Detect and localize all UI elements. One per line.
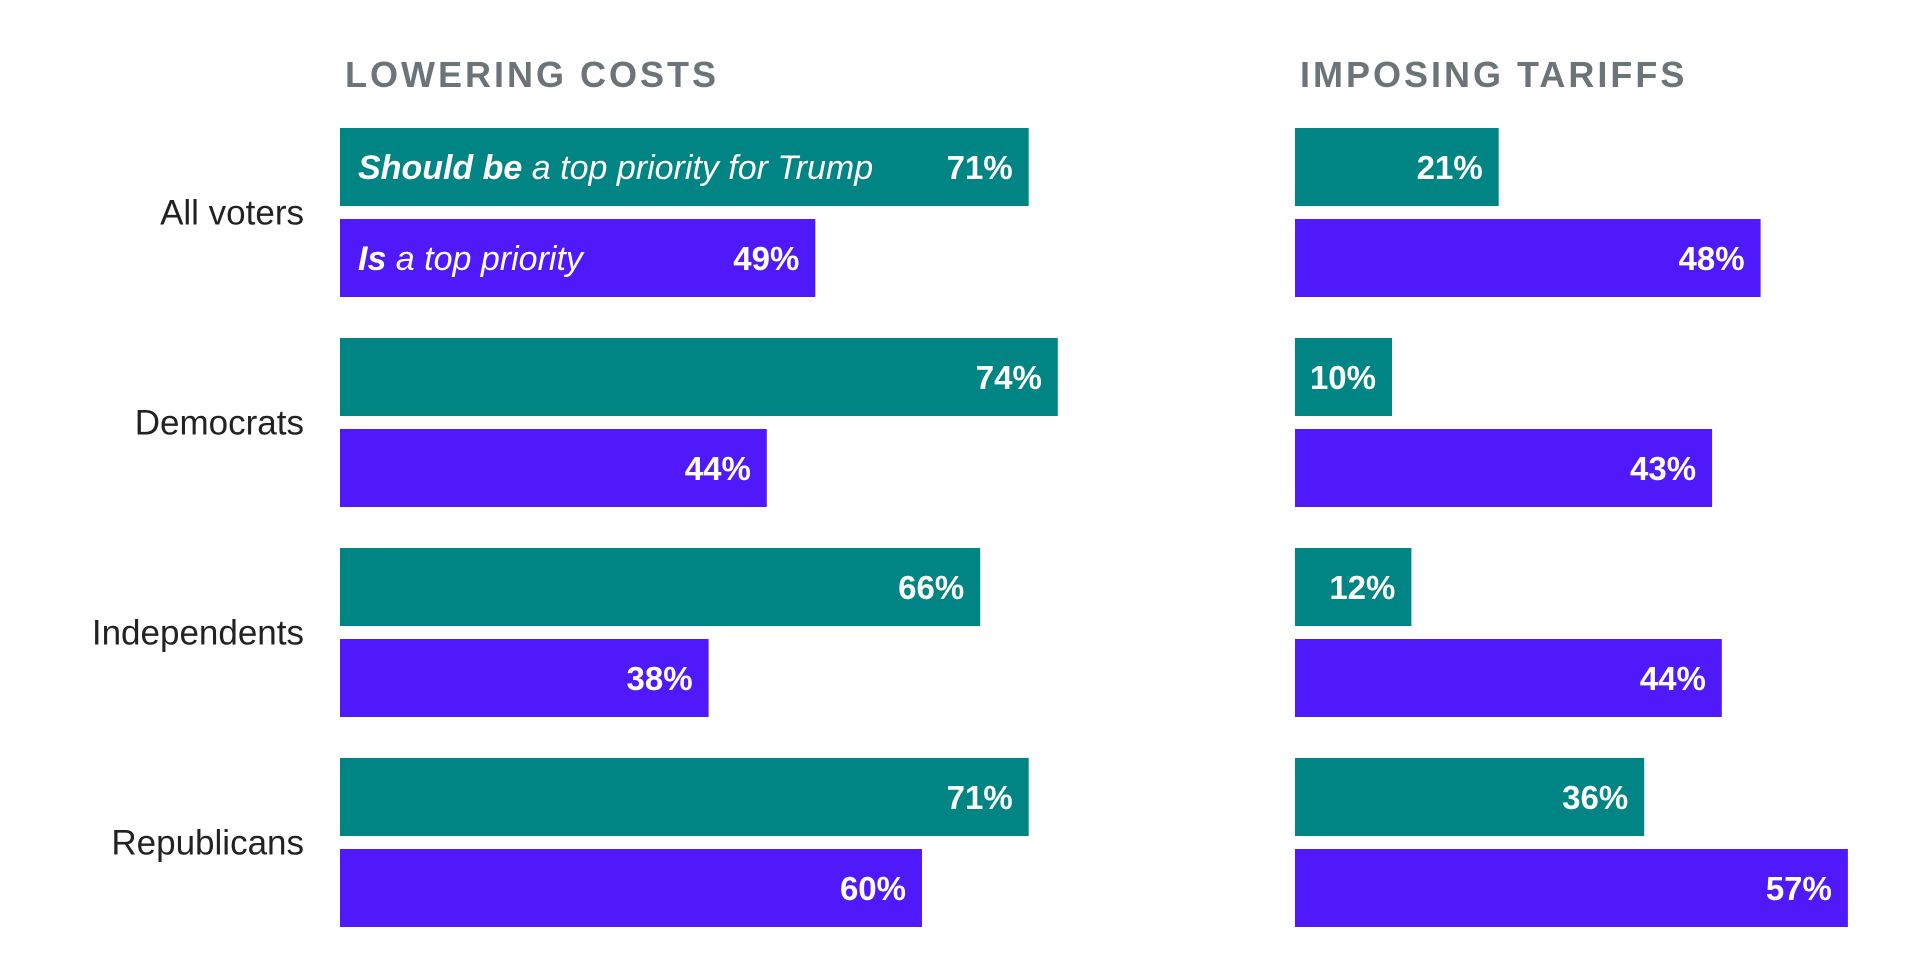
- category-label: Democrats: [135, 404, 304, 443]
- legend-entry-emphasis: Is: [358, 240, 386, 278]
- bar: [340, 338, 1058, 416]
- data-label: 43%: [1630, 450, 1696, 487]
- legend-entry-emphasis: Should be: [358, 149, 522, 187]
- data-label: 49%: [733, 240, 799, 277]
- data-label: 48%: [1679, 240, 1745, 277]
- panel-title: IMPOSING TARIFFS: [1300, 54, 1687, 95]
- bar: [340, 548, 981, 626]
- bar: [1295, 338, 1392, 416]
- bar: [1295, 548, 1412, 626]
- bar: [340, 849, 922, 927]
- bar: [340, 128, 1029, 206]
- panel-title: LOWERING COSTS: [345, 54, 719, 95]
- bar: [1295, 849, 1848, 927]
- bar: [1295, 128, 1499, 206]
- data-label: 36%: [1562, 779, 1628, 816]
- data-label: 12%: [1329, 569, 1395, 606]
- data-label: 71%: [947, 779, 1013, 816]
- legend-entry-text: a top priority for Trump: [522, 149, 873, 187]
- bar: [1295, 219, 1761, 297]
- bar: [340, 639, 709, 717]
- bar: [1295, 429, 1713, 507]
- data-label: 21%: [1417, 149, 1483, 186]
- data-label: 60%: [840, 870, 906, 907]
- data-label: 38%: [627, 660, 693, 697]
- data-label: 74%: [976, 359, 1042, 396]
- bar: [340, 219, 816, 297]
- category-label: Republicans: [111, 824, 304, 863]
- legend-entry: Should be a top priority for Trump: [358, 149, 873, 187]
- bar: [340, 429, 767, 507]
- legend-entry: Is a top priority: [358, 240, 585, 278]
- data-label: 66%: [898, 569, 964, 606]
- category-label: Independents: [92, 614, 304, 653]
- data-label: 71%: [947, 149, 1013, 186]
- bar: [1295, 758, 1645, 836]
- data-label: 10%: [1310, 359, 1376, 396]
- data-label: 44%: [1640, 660, 1706, 697]
- data-label: 57%: [1766, 870, 1832, 907]
- legend-entry-text: a top priority: [386, 240, 585, 278]
- category-label: All voters: [160, 194, 304, 233]
- data-label: 44%: [685, 450, 751, 487]
- bar: [1295, 639, 1722, 717]
- bar: [340, 758, 1029, 836]
